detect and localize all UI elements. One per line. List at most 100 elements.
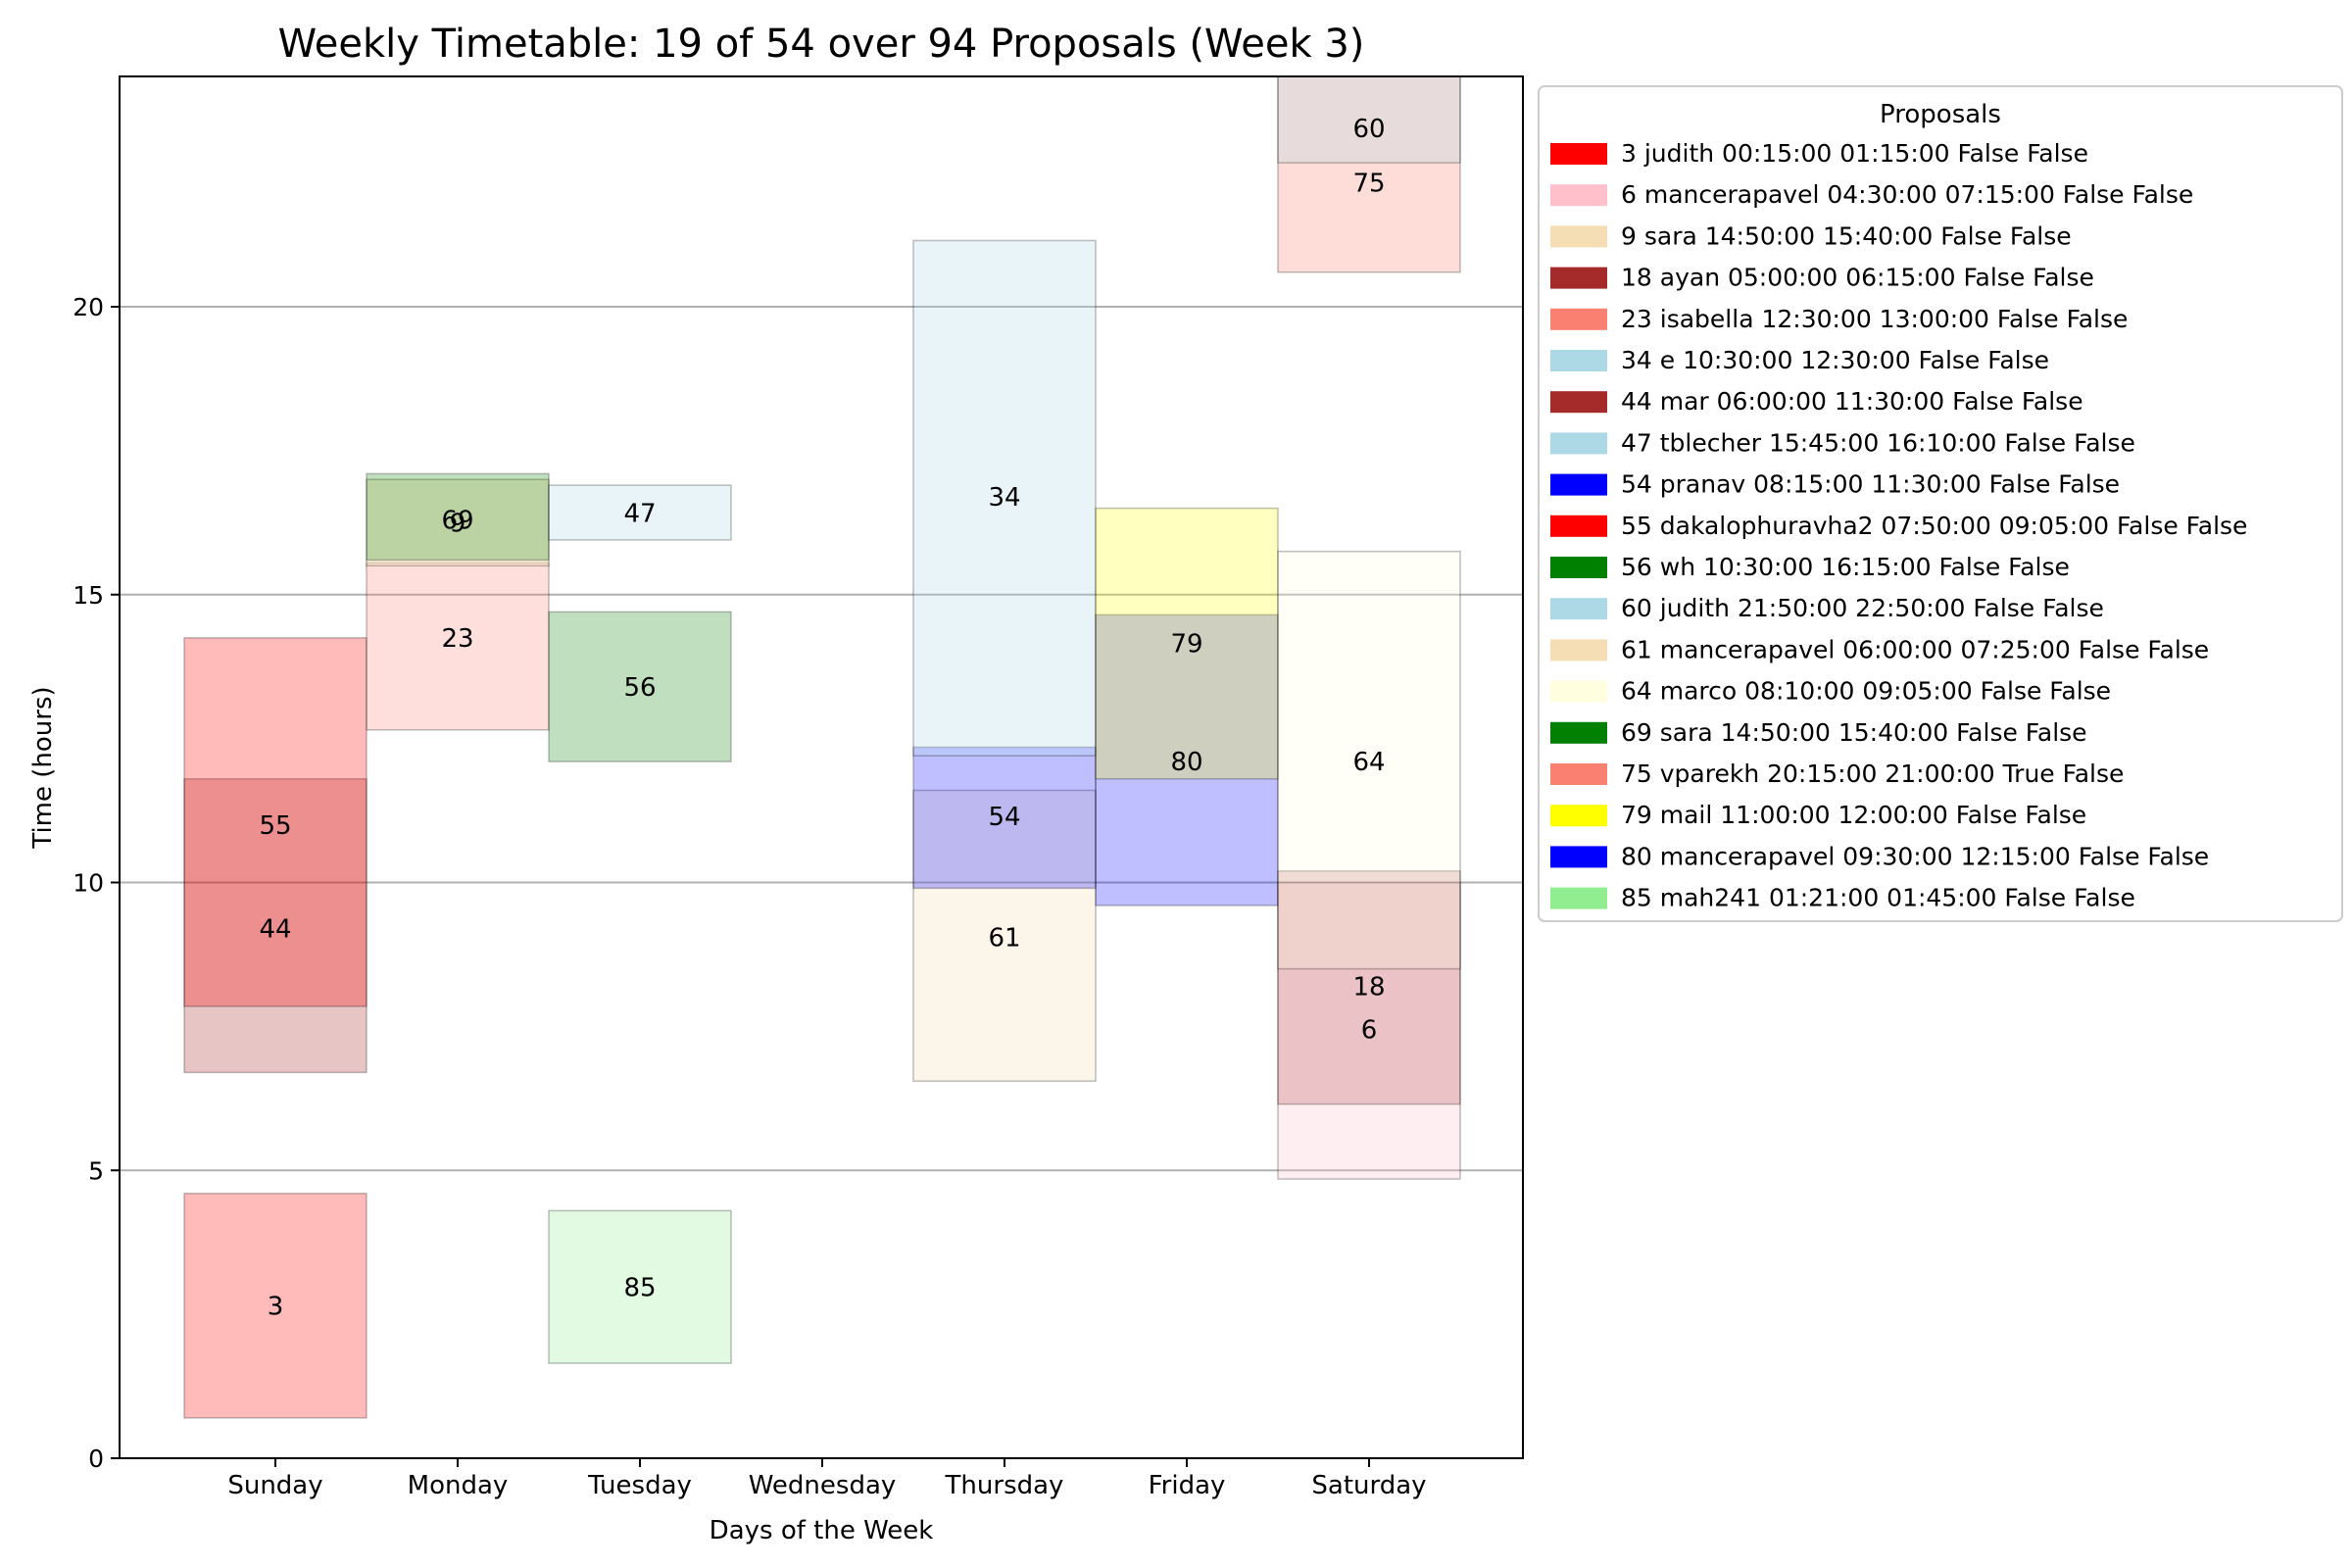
legend-title: Proposals xyxy=(1880,100,2001,129)
legend-swatch xyxy=(1550,639,1607,662)
legend-swatch xyxy=(1550,514,1607,537)
y-tick-label: 15 xyxy=(73,581,104,610)
bar-label-61: 61 xyxy=(988,923,1020,953)
bar-labels-layer: 3 44 55 23 969 85 56 47 61 54 34 80 79 6 18 64 75 60 xyxy=(259,115,1385,1321)
legend-label: 47 tblecher 15:45:00 16:10:00 False Fals… xyxy=(1621,428,2135,457)
bar-label-54: 54 xyxy=(988,803,1020,832)
x-tick-label: Saturday xyxy=(1311,1471,1426,1500)
legend-swatch xyxy=(1550,846,1607,868)
bars-layer xyxy=(183,75,1461,1419)
legend-swatch xyxy=(1550,350,1607,371)
legend-label: 85 mah241 01:21:00 01:45:00 False False xyxy=(1621,884,2135,912)
x-tick-label: Wednesday xyxy=(749,1471,897,1500)
y-axis-ticks: 0 5 10 15 20 xyxy=(73,293,120,1473)
bar-proposal-6 xyxy=(1277,881,1461,1180)
legend-box xyxy=(1538,85,2343,922)
y-tick-label: 10 xyxy=(73,869,104,898)
legend-label: 80 mancerapavel 09:30:00 12:15:00 False … xyxy=(1621,842,2209,870)
bar-label-56: 56 xyxy=(623,673,656,703)
bar-proposal-61 xyxy=(912,789,1097,1082)
bar-label-85: 85 xyxy=(623,1274,656,1303)
legend-swatch xyxy=(1550,887,1607,909)
bar-proposal-54 xyxy=(912,746,1097,890)
legend-label: 69 sara 14:50:00 15:40:00 False False xyxy=(1621,718,2087,747)
bar-proposal-64 xyxy=(1277,550,1461,970)
legend-swatch xyxy=(1550,225,1607,248)
bar-label-6: 6 xyxy=(1361,1015,1378,1045)
bar-proposal-79 xyxy=(1095,507,1279,780)
bar-label-18: 18 xyxy=(1352,972,1385,1002)
bar-label-80: 80 xyxy=(1170,748,1202,777)
bar-label-47: 47 xyxy=(623,499,656,528)
legend-label: 79 mail 11:00:00 12:00:00 False False xyxy=(1621,801,2086,829)
legend-label: 3 judith 00:15:00 01:15:00 False False xyxy=(1621,139,2088,168)
bar-proposal-9 xyxy=(366,478,550,567)
bar-proposal-23 xyxy=(366,562,550,731)
bar-label-75: 75 xyxy=(1352,170,1385,199)
legend: Proposals 3 judith 00:15:00 01:15:00 Fal… xyxy=(1538,85,2343,922)
legend-swatch xyxy=(1550,680,1607,703)
legend-swatch xyxy=(1550,267,1607,289)
bar-proposal-18 xyxy=(1277,870,1461,1105)
bar-proposal-60 xyxy=(1277,75,1461,164)
legend-swatch xyxy=(1550,805,1607,827)
legend-label: 18 ayan 05:00:00 06:15:00 False False xyxy=(1621,264,2094,292)
bar-proposal-34 xyxy=(912,239,1097,757)
x-axis-ticks: Sunday Monday Tuesday Wednesday Thursday Frid… xyxy=(227,1458,1427,1500)
legend-label: 75 vparekh 20:15:00 21:00:00 True False xyxy=(1621,760,2124,788)
x-tick-label: Monday xyxy=(408,1471,509,1500)
bar-label-9: 9 xyxy=(450,509,466,538)
y-tick-label: 20 xyxy=(73,293,104,321)
legend-label: 55 dakalophuravha2 07:50:00 09:05:00 Fal… xyxy=(1621,512,2247,540)
legend-label: 44 mar 06:00:00 11:30:00 False False xyxy=(1621,387,2083,416)
chart-title: Weekly Timetable: 19 of 54 over 94 Propo… xyxy=(278,22,1365,67)
legend-label: 60 judith 21:50:00 22:50:00 False False xyxy=(1621,594,2104,622)
bar-label-69: 69 xyxy=(441,506,473,535)
legend-label: 64 marco 08:10:00 09:05:00 False False xyxy=(1621,677,2111,706)
bar-label-23: 23 xyxy=(441,624,473,654)
legend-label: 61 mancerapavel 06:00:00 07:25:00 False … xyxy=(1621,635,2209,663)
legend-swatch xyxy=(1550,308,1607,330)
legend-swatch xyxy=(1550,763,1607,785)
y-tick-label: 5 xyxy=(88,1156,104,1185)
legend-label: 6 mancerapavel 04:30:00 07:15:00 False F… xyxy=(1621,180,2193,209)
bar-label-60: 60 xyxy=(1352,115,1385,144)
x-tick-label: Sunday xyxy=(227,1471,322,1500)
bar-label-44: 44 xyxy=(259,915,291,945)
legend-swatch xyxy=(1550,721,1607,744)
legend-label: 23 isabella 12:30:00 13:00:00 False Fals… xyxy=(1621,305,2128,333)
x-tick-label: Thursday xyxy=(945,1471,1064,1500)
legend-label: 56 wh 10:30:00 16:15:00 False False xyxy=(1621,553,2070,581)
legend-swatch xyxy=(1550,598,1607,620)
bar-proposal-80 xyxy=(1095,613,1279,906)
bar-proposal-69 xyxy=(366,472,550,562)
bar-proposal-55 xyxy=(183,637,368,1007)
bar-label-34: 34 xyxy=(988,483,1020,513)
bar-proposal-44 xyxy=(183,778,368,1074)
legend-label: 54 pranav 08:15:00 11:30:00 False False xyxy=(1621,470,2120,499)
legend-swatch xyxy=(1550,391,1607,414)
legend-swatch xyxy=(1550,184,1607,207)
legend-swatch xyxy=(1550,557,1607,578)
legend-entries: 3 judith 00:15:00 01:15:00 False False 6 … xyxy=(1550,139,2247,912)
legend-label: 34 e 10:30:00 12:30:00 False False xyxy=(1621,346,2049,374)
bar-label-3: 3 xyxy=(268,1292,284,1321)
legend-label: 9 sara 14:50:00 15:40:00 False False xyxy=(1621,221,2072,250)
bar-proposal-75 xyxy=(1277,75,1461,273)
bar-label-79: 79 xyxy=(1170,630,1202,660)
bar-proposal-47 xyxy=(548,484,732,541)
x-axis-label: Days of the Week xyxy=(710,1516,934,1545)
gridlines xyxy=(120,306,1523,1172)
bar-proposal-3 xyxy=(183,1193,368,1419)
legend-swatch xyxy=(1550,432,1607,455)
bar-label-55: 55 xyxy=(259,811,291,841)
y-tick-label: 0 xyxy=(88,1445,104,1473)
bar-proposal-56 xyxy=(548,611,732,762)
x-tick-label: Friday xyxy=(1149,1471,1226,1500)
y-axis-label: Time (hours) xyxy=(28,686,58,849)
bar-proposal-85 xyxy=(548,1209,732,1364)
x-tick-label: Tuesday xyxy=(587,1471,692,1500)
bar-label-64: 64 xyxy=(1352,748,1385,777)
legend-swatch xyxy=(1550,143,1607,165)
